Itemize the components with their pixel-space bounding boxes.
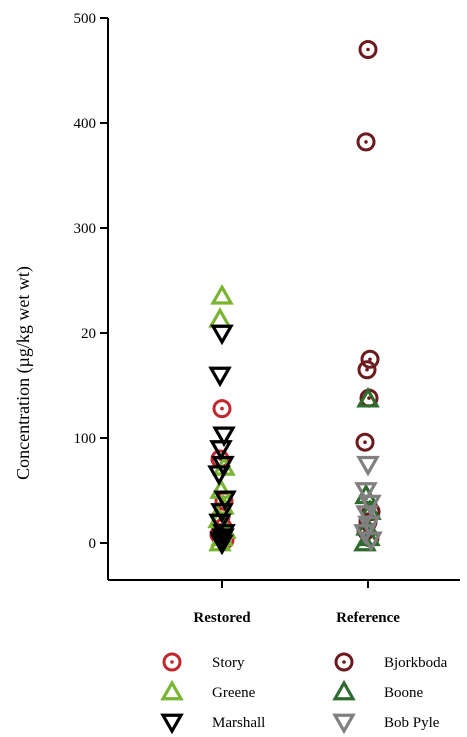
legend-marker-bjorkboda [334,652,354,672]
data-point-bob-pyle [358,494,382,516]
data-point-bob-pyle [356,455,380,477]
y-tick-label: 500 [74,11,97,27]
data-point-bjorkboda [357,360,377,380]
data-point-greene [209,478,233,499]
data-point-boone [353,530,377,552]
y-tick-label: 20 [81,326,96,342]
data-point-marshall [213,490,237,512]
y-tick-label: 100 [74,431,97,447]
data-point-marshall [209,440,233,461]
data-point-bob-pyle [359,531,383,553]
legend-label-bob-pyle: Bob Pyle [384,715,440,731]
data-point-marshall [210,503,234,524]
data-point-marshall [212,426,236,448]
data-point-marshall [210,534,234,556]
data-point-bjorkboda [356,132,376,152]
legend-label-boone: Boone [384,685,424,701]
data-marks [207,40,383,556]
legend-marker-marshall [160,713,184,735]
data-point-bob-pyle [354,482,378,503]
data-point-bjorkboda [360,349,380,369]
legend-label-marshall: Marshall [212,715,265,731]
legend: Story Greene Marshall Bjorkboda Boone Bob Pyl… [160,652,448,735]
legend-marker-bob-pyle [332,713,356,735]
legend-label-story: Story [212,655,245,671]
legend-label-bjorkboda: Bjorkboda [384,655,448,671]
data-point-boone [356,386,380,408]
y-tick-label: 300 [74,221,97,237]
y-tick-label: 0 [89,536,97,552]
legend-marker-story [162,652,182,672]
legend-marker-greene [160,679,184,701]
y-axis-label: Concentration (µg/kg wet wt) [13,266,34,480]
data-point-story [212,399,232,419]
data-point-bob-pyle [355,505,379,526]
legend-label-greene: Greene [212,685,256,701]
data-point-greene [210,284,234,305]
axes: 0 100 20 300 400 500 Restored Reference [74,11,460,626]
x-category-label: Restored [193,610,251,626]
data-point-marshall [208,366,232,388]
data-point-bjorkboda [355,432,375,452]
data-point-greene [208,307,232,328]
y-tick-label: 400 [74,116,97,132]
data-point-marshall [210,324,234,346]
x-category-label: Reference [336,610,400,626]
data-point-bjorkboda [358,40,378,59]
data-point-marshall [208,513,232,535]
data-point-marshall [207,465,231,486]
legend-marker-boone [332,679,356,701]
